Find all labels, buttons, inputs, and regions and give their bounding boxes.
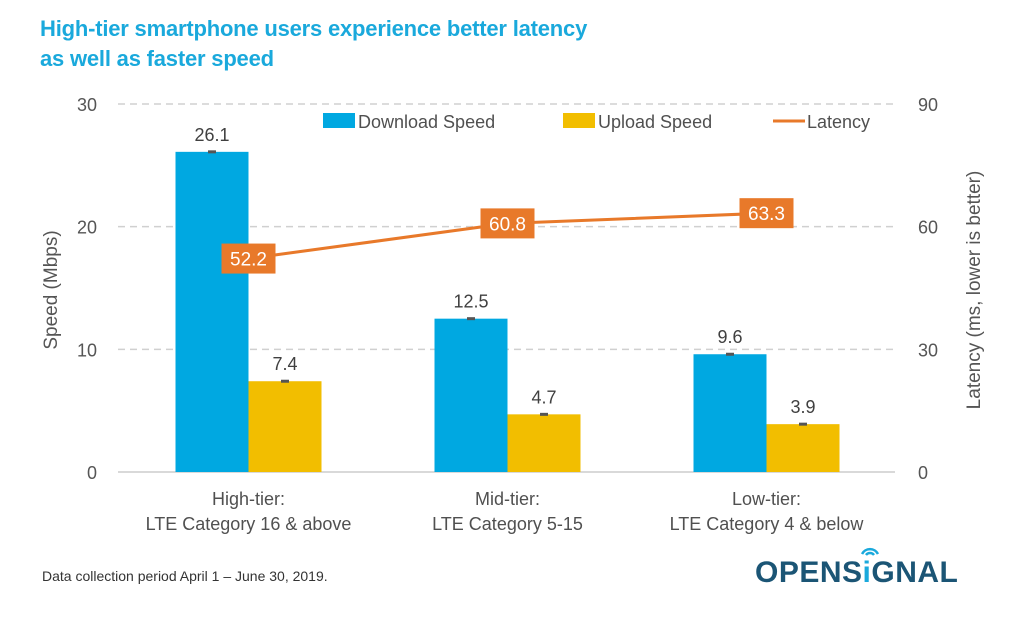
left-tick-label: 20 (77, 218, 97, 238)
category-label: LTE Category 5-15 (432, 514, 583, 534)
category-label: LTE Category 4 & below (670, 514, 865, 534)
download-value-label: 9.6 (717, 327, 742, 347)
left-axis-title: Speed (Mbps) (41, 230, 62, 349)
category-label: High-tier: (212, 489, 285, 509)
right-tick-label: 0 (918, 463, 928, 483)
right-tick-label: 60 (918, 218, 938, 238)
logo-text-suffix: GNAL (871, 556, 959, 589)
upload-bar (766, 424, 840, 472)
latency-point: 60.8 (480, 208, 535, 239)
download-bar (175, 151, 249, 472)
logo-text-prefix: OPENS (755, 556, 863, 589)
right-axis-ticks: 0 30 60 90 (918, 95, 938, 483)
error-mark (799, 422, 807, 426)
download-bar (693, 354, 767, 472)
footnote: Data collection period April 1 – June 30… (42, 568, 328, 584)
left-axis-ticks: 0 10 20 30 (77, 95, 97, 483)
upload-value-label: 7.4 (272, 354, 297, 374)
latency-value-label: 60.8 (489, 214, 526, 235)
legend-swatch-upload (563, 113, 595, 128)
latency-line-group: 52.2 60.8 63.3 (221, 198, 794, 274)
signal-wave-icon (860, 547, 879, 556)
upload-value-label: 3.9 (790, 397, 815, 417)
error-mark (208, 150, 216, 154)
opensignal-logo: OPENS iGNAL (755, 547, 959, 590)
error-mark (540, 412, 548, 416)
right-tick-label: 30 (918, 340, 938, 360)
left-tick-label: 10 (77, 340, 97, 360)
bars (175, 151, 840, 472)
latency-label-box (739, 198, 794, 229)
left-tick-label: 30 (77, 95, 97, 115)
upload-value-label: 4.7 (531, 387, 556, 407)
logo-i: i (860, 547, 879, 590)
download-value-label: 12.5 (453, 292, 488, 312)
title-line-2: as well as faster speed (40, 46, 274, 71)
right-tick-label: 90 (918, 95, 938, 115)
latency-point: 52.2 (221, 243, 276, 274)
latency-point: 63.3 (739, 198, 794, 229)
category-label: Mid-tier: (475, 489, 540, 509)
category-label: LTE Category 16 & above (146, 514, 352, 534)
upload-bar (507, 414, 581, 472)
latency-value-label: 63.3 (748, 204, 785, 225)
latency-label-box (221, 243, 276, 274)
legend: Download Speed Upload Speed Latency (323, 112, 870, 132)
error-marks (208, 150, 807, 426)
error-mark (281, 379, 289, 383)
legend-label-latency: Latency (807, 112, 870, 132)
error-mark (726, 352, 734, 356)
upload-bar (248, 381, 322, 472)
right-axis-title: Latency (ms, lower is better) (964, 171, 985, 410)
bar-data-labels: 26.1 7.4 12.5 4.7 9.6 3.9 (194, 125, 815, 417)
category-labels: High-tier: LTE Category 16 & above Mid-tie… (146, 489, 865, 534)
category-label: Low-tier: (732, 489, 801, 509)
download-bar (434, 318, 508, 472)
legend-label-upload: Upload Speed (598, 112, 712, 132)
legend-swatch-download (323, 113, 355, 128)
left-tick-label: 0 (87, 463, 97, 483)
chart-title: High-tier smartphone users experience be… (40, 14, 587, 74)
title-line-1: High-tier smartphone users experience be… (40, 16, 588, 41)
latency-value-label: 52.2 (230, 250, 267, 271)
latency-label-box (480, 208, 535, 239)
error-mark (467, 317, 475, 321)
download-value-label: 26.1 (194, 125, 229, 145)
legend-label-download: Download Speed (358, 112, 495, 132)
